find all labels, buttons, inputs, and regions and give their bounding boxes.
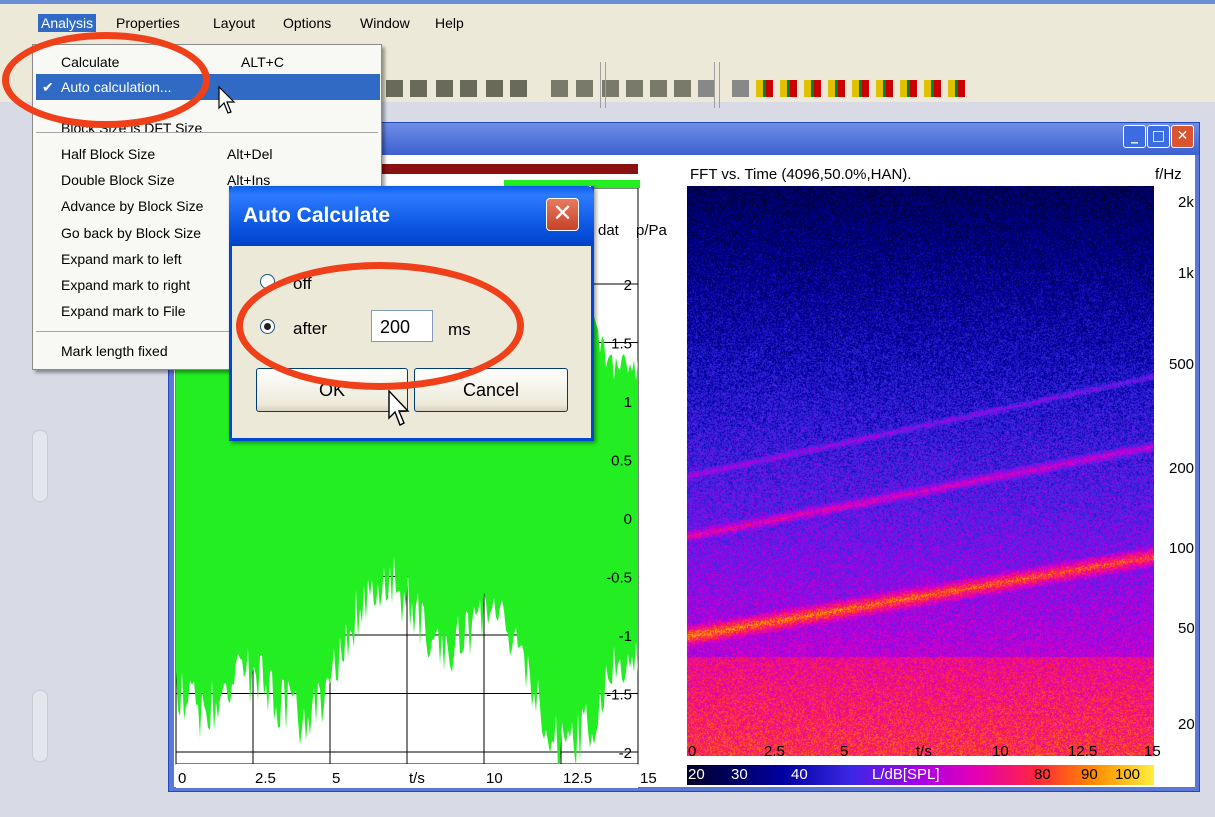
- toolbar-tool-icon[interactable]: [900, 80, 917, 97]
- menu-item-advance-block[interactable]: Advance by Block Size: [61, 198, 203, 214]
- toolbar-tool-icon[interactable]: [732, 80, 749, 97]
- colorbar-label: 90: [1081, 766, 1098, 783]
- waveform-y-tick: -1.5: [606, 687, 632, 704]
- toolbar-tool-icon[interactable]: [626, 80, 643, 97]
- dialog-title: Auto Calculate: [243, 204, 390, 228]
- toolbar-tool-icon[interactable]: [551, 80, 568, 97]
- toolbar-tool-icon[interactable]: [698, 80, 715, 97]
- spectrogram-x-tick: 2.5: [764, 743, 785, 760]
- colorbar-label: 100: [1115, 766, 1140, 783]
- toolbar-tool-icon[interactable]: [436, 80, 453, 97]
- spectrogram-x-tick: 15: [1144, 743, 1161, 760]
- toolbar-separator: [714, 62, 720, 108]
- menu-layout[interactable]: Layout: [210, 14, 258, 32]
- waveform-header-label: dat: [598, 222, 619, 239]
- menu-item-mark-length-fixed[interactable]: Mark length fixed: [61, 343, 168, 359]
- spectrogram-y-tick: 200: [1169, 460, 1194, 477]
- menu-help[interactable]: Help: [432, 14, 467, 32]
- binder-ring-decoration: [32, 690, 48, 762]
- toolbar-separator: [600, 62, 606, 108]
- minimize-button[interactable]: _: [1123, 125, 1146, 148]
- menu-item-double-block[interactable]: Double Block Size: [61, 172, 175, 188]
- toolbar-tool-icon[interactable]: [650, 80, 667, 97]
- spectrogram-x-tick: t/s: [916, 743, 932, 760]
- waveform-x-tick: t/s: [409, 770, 425, 787]
- waveform-y-tick: -1: [619, 628, 632, 645]
- waveform-y-tick: 1.5: [611, 336, 632, 353]
- close-icon: ✕: [1177, 128, 1189, 144]
- colorbar-label: 30: [731, 766, 748, 783]
- waveform-y-tick: -0.5: [606, 570, 632, 587]
- toolbar-tool-icon[interactable]: [674, 80, 691, 97]
- waveform-y-axis-label: p/Pa: [636, 222, 667, 239]
- dialog-close-button[interactable]: ✕: [546, 198, 579, 231]
- menu-item-expand-left[interactable]: Expand mark to left: [61, 251, 182, 267]
- spectrogram-y-tick: 100: [1169, 540, 1194, 557]
- minimize-icon: _: [1131, 128, 1138, 144]
- menu-item-half-block[interactable]: Half Block Size: [61, 146, 155, 162]
- maximize-icon: □: [1152, 128, 1165, 144]
- waveform-x-tick: 2.5: [255, 770, 276, 787]
- menu-item-expand-right[interactable]: Expand mark to right: [61, 277, 190, 293]
- toolbar-tool-icon[interactable]: [486, 80, 503, 97]
- spectrogram-x-tick: 5: [840, 743, 848, 760]
- toolbar-tool-icon[interactable]: [756, 80, 773, 97]
- menu-item-go-back-block[interactable]: Go back by Block Size: [61, 225, 201, 241]
- toolbar-tool-icon[interactable]: [460, 80, 477, 97]
- menu-options[interactable]: Options: [280, 14, 334, 32]
- spectrogram-title: FFT vs. Time (4096,50.0%,HAN).: [690, 166, 911, 183]
- toolbar-tool-icon[interactable]: [510, 80, 527, 97]
- waveform-x-tick: 12.5: [563, 770, 592, 787]
- menu-separator: [36, 132, 378, 133]
- spectrogram-x-tick: 10: [992, 743, 1009, 760]
- waveform-x-tick: 5: [332, 770, 340, 787]
- colorbar-label: 40: [791, 766, 808, 783]
- toolbar-tool-icon[interactable]: [780, 80, 797, 97]
- spectrogram-y-tick: 500: [1169, 356, 1194, 373]
- menu-analysis[interactable]: Analysis: [38, 14, 96, 32]
- menu-shortcut-half-block: Alt+Del: [227, 146, 273, 162]
- spectrogram-y-axis-label: f/Hz: [1155, 166, 1182, 183]
- waveform-y-tick: 0.5: [611, 453, 632, 470]
- spectrogram-y-tick: 1k: [1178, 265, 1194, 282]
- close-icon: ✕: [552, 199, 572, 227]
- toolbar-tool-icon[interactable]: [576, 80, 593, 97]
- annotation-highlight-ellipse: [236, 262, 524, 390]
- menu-shortcut-calculate: ALT+C: [241, 54, 284, 70]
- toolbar-tool-icon[interactable]: [386, 80, 403, 97]
- toolbar-tool-icon[interactable]: [828, 80, 845, 97]
- annotation-highlight-ellipse: [2, 32, 210, 128]
- close-window-button[interactable]: ✕: [1171, 125, 1194, 148]
- toolbar-tool-icon[interactable]: [804, 80, 821, 97]
- waveform-y-tick: 2: [624, 277, 632, 294]
- toolbar-tool-icon[interactable]: [948, 80, 965, 97]
- spectrogram-image[interactable]: [687, 186, 1154, 756]
- maximize-button[interactable]: □: [1147, 125, 1170, 148]
- toolbar-tool-icon[interactable]: [410, 80, 427, 97]
- spectrogram-x-tick: 12.5: [1068, 743, 1097, 760]
- colorbar-label: 80: [1034, 766, 1051, 783]
- spectrogram-x-tick: 0: [688, 743, 696, 760]
- waveform-x-tick: 10: [486, 770, 503, 787]
- spectrogram-y-tick: 2k: [1178, 194, 1194, 211]
- mouse-cursor-icon: [218, 86, 238, 116]
- spectrogram-y-tick: 20: [1178, 716, 1195, 733]
- menu-window[interactable]: Window: [357, 14, 413, 32]
- colorbar-label: 20: [688, 766, 705, 783]
- toolbar-tool-icon[interactable]: [852, 80, 869, 97]
- toolbar-tool-icon[interactable]: [924, 80, 941, 97]
- waveform-x-tick: 15: [640, 770, 657, 787]
- waveform-y-tick: 1: [624, 394, 632, 411]
- waveform-y-tick: 0: [624, 511, 632, 528]
- waveform-x-tick: 0: [178, 770, 186, 787]
- mouse-cursor-icon: [388, 390, 412, 430]
- spectrogram-y-tick: 50: [1178, 620, 1195, 637]
- menu-properties[interactable]: Properties: [113, 14, 183, 32]
- binder-ring-decoration: [32, 430, 48, 502]
- colorbar-label: L/dB[SPL]: [872, 766, 940, 783]
- toolbar-tool-icon[interactable]: [876, 80, 893, 97]
- waveform-y-tick: -2: [619, 745, 632, 762]
- menu-item-expand-file[interactable]: Expand mark to File: [61, 303, 186, 319]
